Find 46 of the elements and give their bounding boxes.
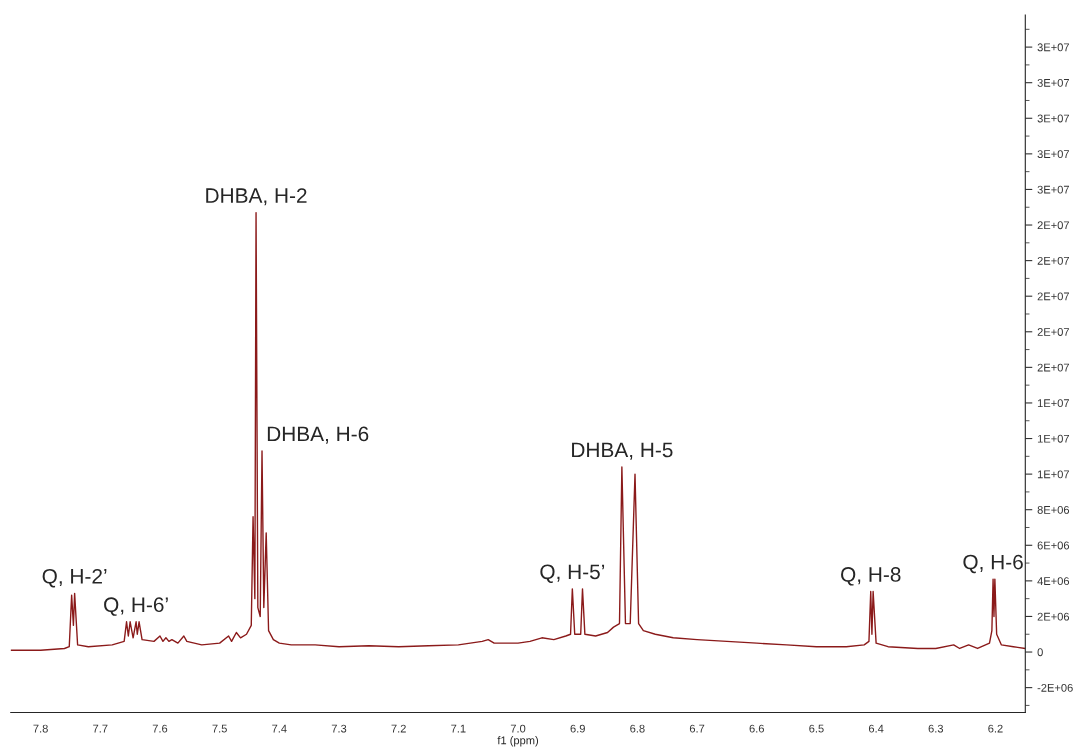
- y-tick-label: 1E+07: [1037, 470, 1069, 479]
- x-tick-label: 7.0: [510, 724, 526, 733]
- x-tick-label: 6.8: [630, 724, 645, 733]
- y-tick-label: 2E+07: [1037, 363, 1069, 372]
- y-tick-label: 1E+07: [1037, 399, 1069, 408]
- x-tick-label: 6.9: [570, 724, 585, 733]
- x-tick-label: 7.1: [451, 724, 466, 733]
- y-tick-label: 2E+06: [1037, 612, 1070, 621]
- y-tick-label: 3E+07: [1037, 114, 1069, 123]
- x-axis-title: f1 (ppm): [497, 736, 539, 747]
- x-tick-label: 6.5: [809, 724, 824, 733]
- annotation: Q, H-5’: [540, 564, 605, 583]
- annotation: DHBA, H-2: [206, 188, 307, 206]
- line-series: [10, 211, 1026, 651]
- annotation: DHBA, H-5: [572, 442, 673, 460]
- y-tick-label: 2E+07: [1037, 256, 1069, 265]
- annotation: DHBA, H-6: [267, 426, 369, 444]
- annotation: Q, H-6: [963, 554, 1023, 574]
- y-tick-label: 3E+07: [1037, 150, 1069, 158]
- y-tick-label: -2E+06: [1037, 683, 1073, 692]
- y-tick-label: 8E+06: [1037, 505, 1070, 514]
- x-tick-label: 7.5: [212, 724, 227, 733]
- y-tick-label: 4E+06: [1037, 577, 1070, 585]
- x-tick-label: 7.2: [391, 724, 406, 733]
- y-tick-label: 3E+07: [1037, 78, 1069, 87]
- y-tick-label: 2E+07: [1037, 328, 1069, 336]
- x-tick-label: 7.6: [152, 724, 168, 733]
- x-tick-label: 7.4: [272, 724, 287, 733]
- y-tick-label: 2E+07: [1037, 292, 1069, 301]
- y-tick-label: 6E+06: [1037, 541, 1070, 550]
- x-tick-label: 6.2: [988, 724, 1003, 733]
- annotation: Q, H-2’: [42, 568, 107, 588]
- annotation: Q, H-8: [841, 567, 901, 586]
- y-tick-label: 0: [1037, 648, 1043, 657]
- y-tick-label: 1E+07: [1037, 434, 1069, 443]
- x-tick-label: 6.7: [689, 724, 705, 733]
- y-tick-label: 2E+07: [1037, 221, 1069, 230]
- x-tick-label: 7.3: [331, 724, 347, 733]
- x-tick-label: 6.4: [868, 724, 884, 733]
- x-tick-label: 7.7: [93, 724, 108, 733]
- x-tick-label: 7.8: [33, 724, 48, 733]
- y-tick-label: 3E+07: [1037, 43, 1069, 52]
- x-tick-label: 6.6: [749, 724, 764, 733]
- x-tick-label: 6.3: [928, 724, 944, 733]
- y-tick-label: 3E+07: [1037, 185, 1069, 194]
- annotation: Q, H-6’: [104, 597, 168, 616]
